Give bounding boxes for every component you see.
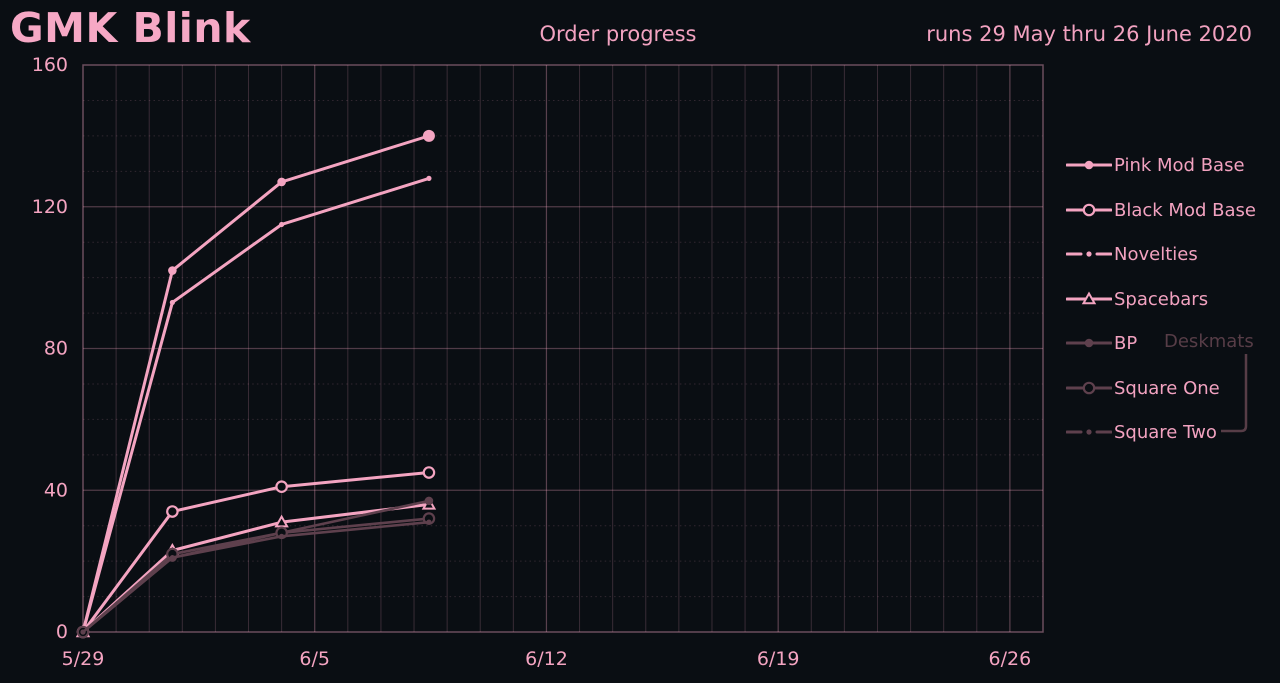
legend-label: Square One bbox=[1114, 377, 1220, 399]
legend-swatch-square-two bbox=[1066, 429, 1112, 435]
legend-item-pink-mod-base: Pink Mod Base bbox=[1066, 153, 1245, 177]
x-tick-label: 5/29 bbox=[62, 648, 105, 670]
plot-border bbox=[82, 64, 1044, 633]
legend-item-bp: BP bbox=[1066, 331, 1137, 355]
legend-swatch-novelties bbox=[1066, 251, 1112, 257]
x-tick-label: 6/5 bbox=[299, 648, 330, 670]
y-tick-label: 120 bbox=[32, 196, 68, 218]
chart-title: Order progress bbox=[539, 22, 697, 46]
y-tick-label: 0 bbox=[56, 621, 68, 643]
legend-swatch-pink-mod-base bbox=[1066, 160, 1112, 170]
legend-label: Novelties bbox=[1114, 243, 1198, 265]
deskmats-connector-line bbox=[1221, 354, 1248, 433]
series-pink-mod-base bbox=[78, 129, 435, 637]
legend-label: Black Mod Base bbox=[1114, 199, 1256, 221]
y-axis-tick-labels: 0 40 80 120 160 bbox=[32, 54, 68, 643]
legend-label: Square Two bbox=[1114, 421, 1217, 443]
legend-item-black-mod-base: Black Mod Base bbox=[1066, 198, 1256, 222]
legend-item-square-two: Square Two bbox=[1066, 420, 1217, 444]
y-tick-label: 40 bbox=[44, 479, 68, 501]
run-dates-note: runs 29 May thru 26 June 2020 bbox=[926, 22, 1252, 46]
legend-item-spacebars: Spacebars bbox=[1066, 287, 1208, 311]
legend-item-novelties: Novelties bbox=[1066, 242, 1198, 266]
series-square-two bbox=[80, 519, 432, 635]
x-tick-label: 6/12 bbox=[525, 648, 568, 670]
legend-item-square-one: Square One bbox=[1066, 376, 1220, 400]
x-tick-label: 6/19 bbox=[757, 648, 800, 670]
legend-label: BP bbox=[1114, 332, 1138, 354]
x-axis-tick-labels: 5/29 6/5 6/12 6/19 6/26 bbox=[62, 648, 1032, 670]
x-tick-label: 6/26 bbox=[989, 648, 1032, 670]
deskmats-group-label: Deskmats bbox=[1164, 331, 1254, 352]
y-tick-label: 160 bbox=[32, 54, 68, 76]
legend-label: Pink Mod Base bbox=[1114, 154, 1245, 176]
gridlines bbox=[83, 65, 1043, 632]
y-tick-label: 80 bbox=[44, 338, 68, 360]
legend-swatch-bp bbox=[1066, 338, 1112, 348]
legend-swatch-black-mod-base bbox=[1066, 203, 1112, 217]
legend-swatch-spacebars bbox=[1066, 291, 1112, 305]
legend-label: Spacebars bbox=[1114, 288, 1209, 310]
legend-swatch-square-one bbox=[1066, 381, 1112, 395]
page-title: GMK Blink bbox=[10, 4, 251, 52]
